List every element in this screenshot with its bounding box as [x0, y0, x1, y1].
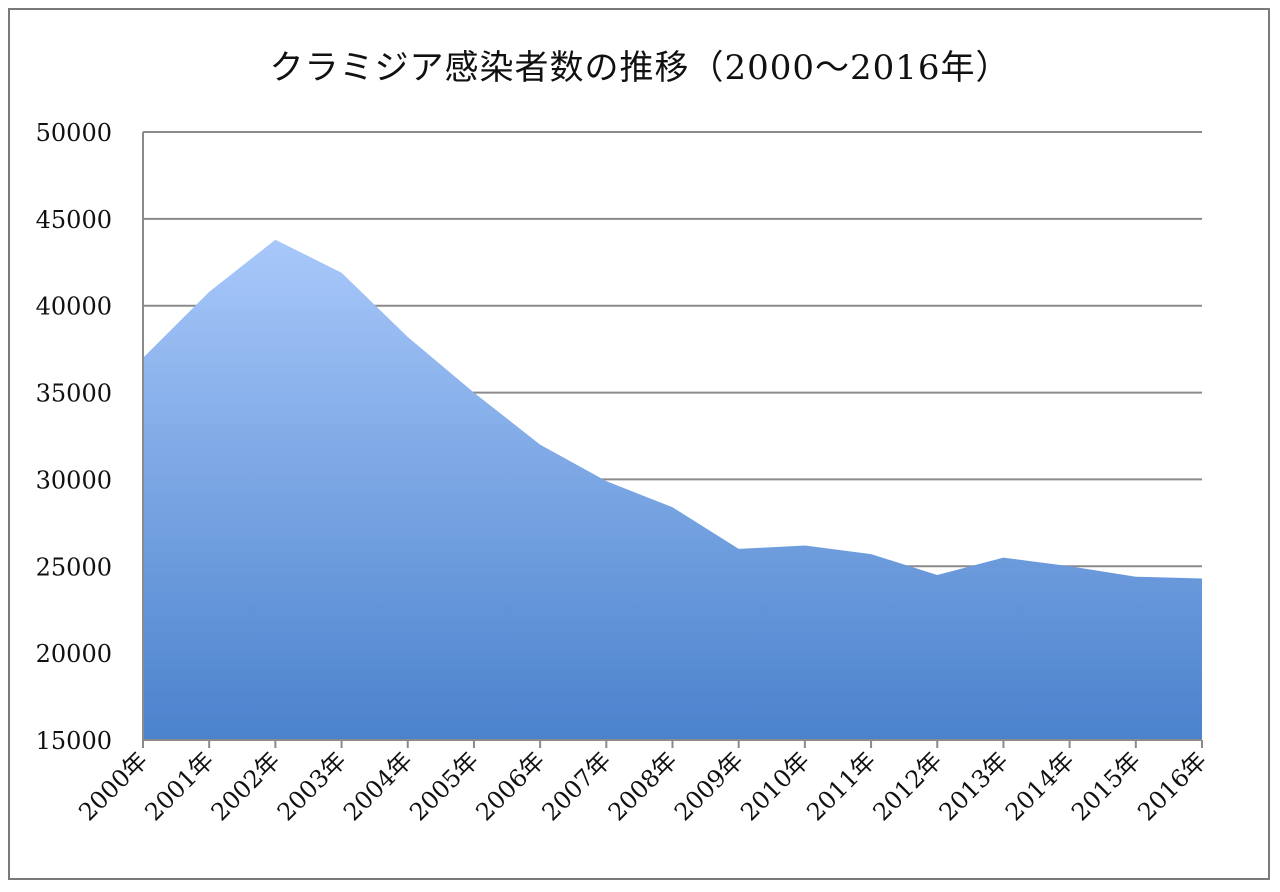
- y-tick-label: 25000: [36, 553, 112, 581]
- x-tick-label: 2015年: [1066, 746, 1146, 826]
- y-tick-label: 45000: [36, 206, 112, 234]
- x-tick-label: 2009年: [669, 746, 749, 826]
- x-tick-label: 2007年: [537, 746, 617, 826]
- x-tick-label: 2010年: [735, 746, 815, 826]
- x-tick-label: 2012年: [868, 746, 948, 826]
- y-tick-label: 35000: [36, 380, 112, 408]
- x-tick-label: 2005年: [404, 746, 484, 826]
- axes: [142, 132, 1203, 748]
- y-tick-labels: 50000 45000 40000 35000 30000 25000 20000 15000: [36, 119, 112, 755]
- y-tick-label: 30000: [36, 466, 112, 494]
- x-tick-label: 2014年: [1000, 746, 1080, 826]
- y-tick-label: 20000: [36, 640, 112, 668]
- area-series: [143, 239, 1202, 740]
- x-tick-label: 2001年: [139, 746, 219, 826]
- y-tick-label: 40000: [36, 293, 112, 321]
- x-tick-label: 2006年: [470, 746, 550, 826]
- y-tick-label: 15000: [36, 727, 112, 755]
- area-fill: [143, 239, 1202, 740]
- x-tick-label: 2000年: [73, 746, 153, 826]
- x-tick-label: 2002年: [206, 746, 286, 826]
- x-tick-labels: 2000年2001年2002年2003年2004年2005年2006年2007年…: [73, 746, 1212, 826]
- x-tick-label: 2011年: [801, 746, 881, 826]
- x-tick-label: 2013年: [934, 746, 1014, 826]
- x-tick-label: 2008年: [603, 746, 683, 826]
- x-tick-label: 2004年: [338, 746, 418, 826]
- x-tick-label: 2003年: [272, 746, 352, 826]
- y-tick-label: 50000: [36, 119, 112, 147]
- chart-title: クラミジア感染者数の推移（2000〜2016年）: [269, 48, 1011, 88]
- x-tick-label: 2016年: [1132, 746, 1212, 826]
